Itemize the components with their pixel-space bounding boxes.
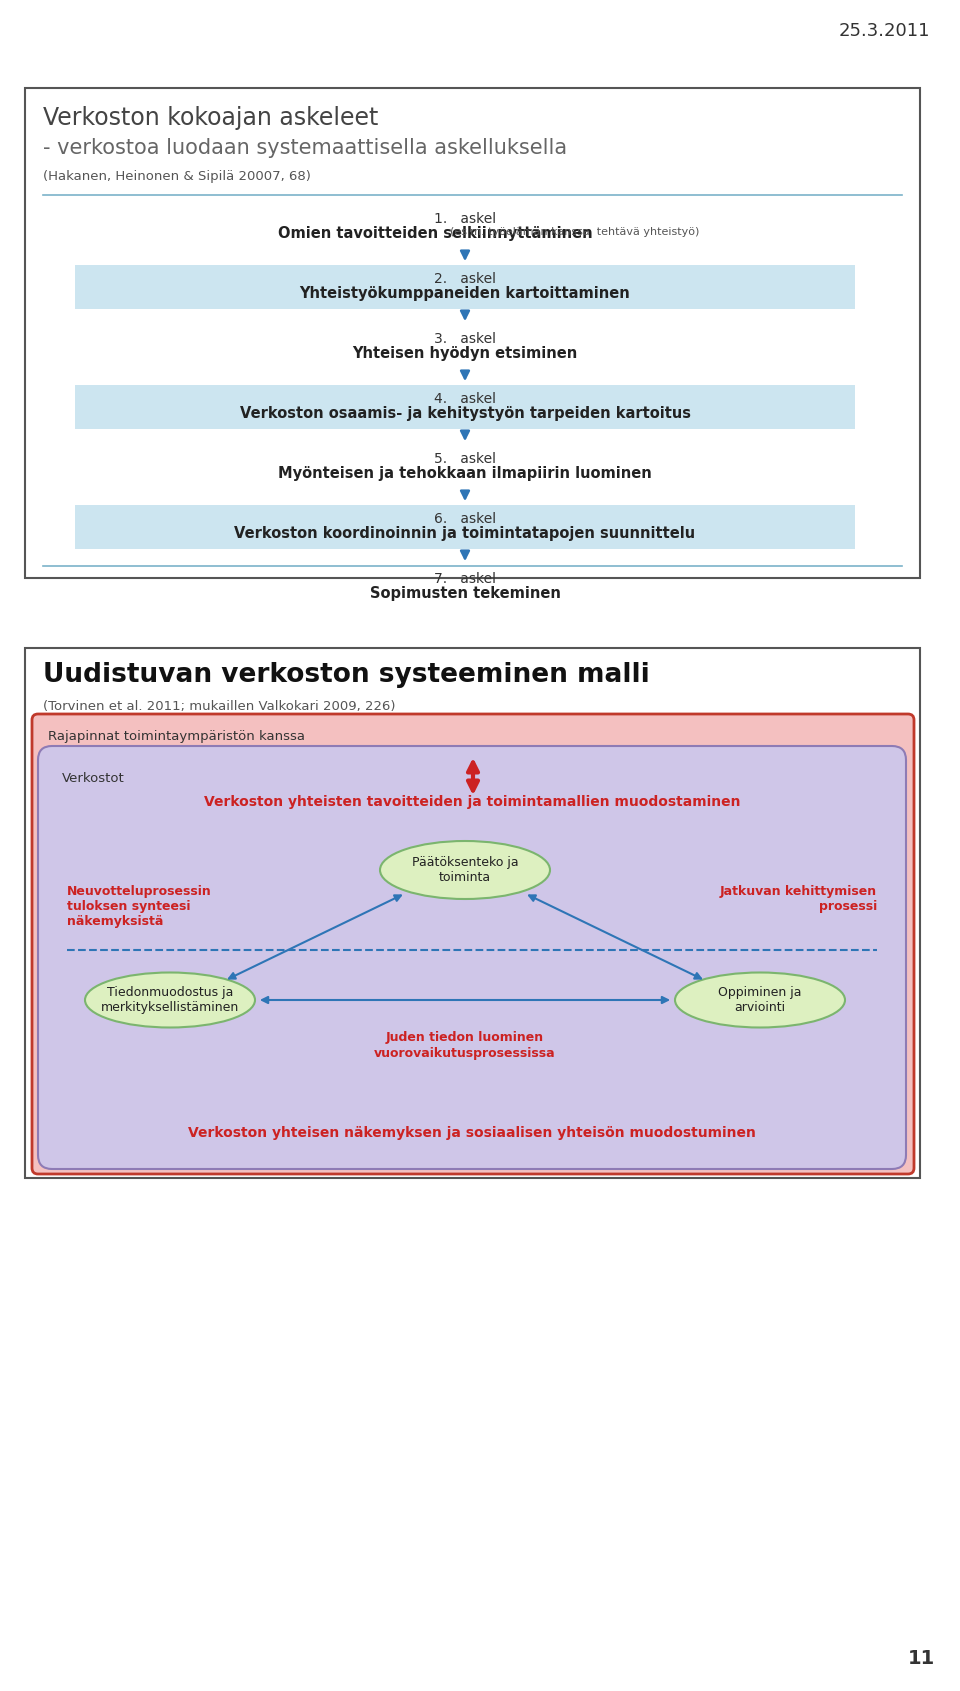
FancyBboxPatch shape (75, 506, 855, 550)
Text: Yhteisen hyödyn etsiminen: Yhteisen hyödyn etsiminen (352, 347, 578, 360)
Text: 7.   askel: 7. askel (434, 572, 496, 587)
Text: (Torvinen et al. 2011; mukaillen Valkokari 2009, 226): (Torvinen et al. 2011; mukaillen Valkoka… (43, 700, 396, 714)
Ellipse shape (380, 840, 550, 900)
Text: 6.   askel: 6. askel (434, 512, 496, 526)
Text: 1.   askel: 1. askel (434, 211, 496, 227)
Text: - verkostoa luodaan systemaattisella askelluksella: - verkostoa luodaan systemaattisella ask… (43, 139, 567, 157)
Text: Verkostot: Verkostot (62, 773, 125, 785)
Text: Neuvotteluprosessin
tuloksen synteesi
näkemyksistä: Neuvotteluprosessin tuloksen synteesi nä… (67, 884, 212, 928)
Text: Verkoston yhteisen näkemyksen ja sosiaalisen yhteisön muodostuminen: Verkoston yhteisen näkemyksen ja sosiaal… (188, 1126, 756, 1140)
Text: Jatkuvan kehittymisen
prosessi: Jatkuvan kehittymisen prosessi (720, 884, 877, 913)
Text: Omien tavoitteiden selkiinnyttäminen: Omien tavoitteiden selkiinnyttäminen (277, 227, 592, 242)
Text: (Hakanen, Heinonen & Sipilä 20007, 68): (Hakanen, Heinonen & Sipilä 20007, 68) (43, 171, 311, 183)
Text: Juden tiedon luominen
vuorovaikutusprosessissa: Juden tiedon luominen vuorovaikutusprose… (374, 1032, 556, 1060)
Text: Uudistuvan verkoston systeeminen malli: Uudistuvan verkoston systeeminen malli (43, 661, 650, 688)
FancyBboxPatch shape (75, 265, 855, 309)
Text: 3.   askel: 3. askel (434, 331, 496, 347)
Text: Verkoston koordinoinnin ja toimintatapojen suunnittelu: Verkoston koordinoinnin ja toimintatapoj… (234, 526, 696, 541)
Text: Verkoston kokoajan askeleet: Verkoston kokoajan askeleet (43, 107, 378, 130)
Text: (esim. työelämän kanssa  tehtävä yhteistyö): (esim. työelämän kanssa tehtävä yhteisty… (450, 227, 700, 237)
Text: 11: 11 (908, 1649, 935, 1667)
FancyBboxPatch shape (32, 714, 914, 1174)
Text: Verkoston osaamis- ja kehitystyön tarpeiden kartoitus: Verkoston osaamis- ja kehitystyön tarpei… (239, 406, 690, 421)
Text: Myönteisen ja tehokkaan ilmapiirin luominen: Myönteisen ja tehokkaan ilmapiirin luomi… (278, 467, 652, 480)
Text: 2.   askel: 2. askel (434, 272, 496, 286)
FancyBboxPatch shape (25, 648, 920, 1179)
FancyBboxPatch shape (25, 88, 920, 578)
FancyBboxPatch shape (38, 746, 906, 1168)
Text: Yhteistyökumppaneiden kartoittaminen: Yhteistyökumppaneiden kartoittaminen (300, 286, 631, 301)
Text: Tiedonmuodostus ja
merkityksellistäminen: Tiedonmuodostus ja merkityksellistäminen (101, 986, 239, 1015)
Text: Sopimusten tekeminen: Sopimusten tekeminen (370, 587, 561, 600)
Text: Verkoston yhteisten tavoitteiden ja toimintamallien muodostaminen: Verkoston yhteisten tavoitteiden ja toim… (204, 795, 740, 808)
Text: Oppiminen ja
arviointi: Oppiminen ja arviointi (718, 986, 802, 1015)
Text: 5.   askel: 5. askel (434, 451, 496, 467)
Text: Rajapinnat toimintaympäristön kanssa: Rajapinnat toimintaympäristön kanssa (48, 731, 305, 742)
Ellipse shape (85, 972, 255, 1028)
Text: Päätöksenteko ja
toiminta: Päätöksenteko ja toiminta (412, 856, 518, 884)
Ellipse shape (675, 972, 845, 1028)
Text: 25.3.2011: 25.3.2011 (838, 22, 930, 41)
Text: 4.   askel: 4. askel (434, 392, 496, 406)
FancyBboxPatch shape (75, 386, 855, 430)
